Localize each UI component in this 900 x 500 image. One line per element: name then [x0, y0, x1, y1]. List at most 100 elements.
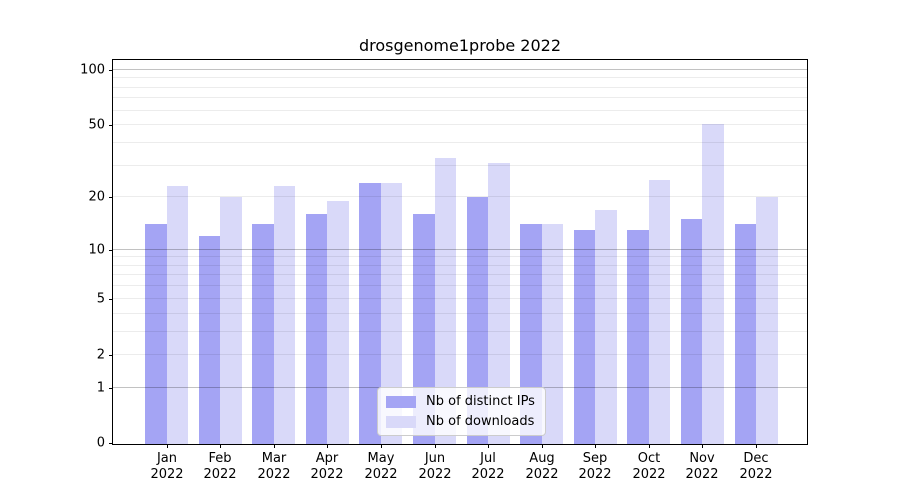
x-tick-year: 2022 — [257, 467, 291, 482]
x-tick-year: 2022 — [310, 467, 344, 482]
x-tick-label-jul: Jul 2022 — [471, 451, 504, 483]
bar-downloads-jun — [434, 158, 457, 444]
y-tick-label-1: 1 — [96, 380, 105, 396]
x-tick-mark-jun — [435, 444, 436, 448]
x-tick-year: 2022 — [471, 467, 505, 482]
x-tick-mark-apr — [327, 444, 328, 448]
bar-downloads-aug — [541, 224, 564, 444]
bar-distinct-ips-feb — [198, 236, 221, 444]
legend: Nb of distinct IPs Nb of downloads — [377, 387, 546, 436]
legend-swatch-distinct-ips — [386, 395, 416, 408]
y-tick-mark-1 — [109, 388, 113, 389]
x-tick-year: 2022 — [525, 467, 559, 482]
bar-downloads-feb — [220, 197, 242, 444]
x-tick-mark-sep — [595, 444, 596, 448]
y-tick-label-5: 5 — [96, 291, 105, 307]
bar-downloads-oct — [648, 179, 671, 444]
x-tick-label-jun: Jun 2022 — [418, 451, 451, 483]
gridline-y-70 — [113, 97, 807, 98]
bar-downloads-sep — [595, 209, 617, 444]
x-tick-month: Aug — [529, 451, 555, 466]
y-tick-label-100: 100 — [80, 62, 105, 78]
bar-downloads-mar — [273, 186, 296, 444]
y-tick-mark-50 — [109, 125, 113, 126]
x-tick-mark-dec — [756, 444, 757, 448]
plot-area: 0 1 2 5 10 20 50 100 Jan 2022 Feb 2022 Mar 2022 Apr 202… — [80, 59, 808, 482]
bar-distinct-ips-jul — [466, 197, 489, 444]
y-tick-mark-20 — [109, 197, 113, 198]
x-tick-year: 2022 — [578, 467, 612, 482]
bar-distinct-ips-may — [359, 183, 381, 444]
x-tick-month: Jun — [424, 451, 446, 466]
x-tick-year: 2022 — [739, 467, 773, 482]
bar-distinct-ips-sep — [573, 230, 596, 444]
bar-distinct-ips-jan — [145, 224, 167, 444]
bar-downloads-jul — [488, 163, 510, 444]
x-tick-label-mar: Mar 2022 — [257, 451, 290, 483]
x-tick-label-sep: Sep 2022 — [578, 451, 611, 483]
bar-distinct-ips-apr — [305, 214, 328, 444]
gridline-y-60 — [113, 110, 807, 111]
bar-distinct-ips-dec — [734, 224, 757, 444]
legend-entry-downloads: Nb of downloads — [386, 414, 535, 429]
bar-distinct-ips-mar — [252, 224, 274, 444]
y-tick-mark-0 — [109, 443, 113, 444]
x-tick-mark-oct — [649, 444, 650, 448]
x-tick-label-nov: Nov 2022 — [685, 451, 718, 483]
x-tick-year: 2022 — [364, 467, 398, 482]
gridline-y-90 — [113, 77, 807, 78]
x-tick-year: 2022 — [632, 467, 666, 482]
x-tick-month: Feb — [208, 451, 232, 466]
x-tick-mark-jul — [488, 444, 489, 448]
x-tick-month: Nov — [689, 451, 715, 466]
x-tick-month: Apr — [315, 451, 339, 466]
x-tick-year: 2022 — [203, 467, 237, 482]
x-tick-mark-may — [381, 444, 382, 448]
y-tick-label-10: 10 — [88, 242, 105, 258]
x-tick-month: Jan — [156, 451, 178, 466]
x-tick-label-jan: Jan 2022 — [150, 451, 183, 483]
bar-downloads-nov — [702, 123, 724, 444]
x-tick-label-aug: Aug 2022 — [525, 451, 558, 483]
bar-distinct-ips-jun — [413, 214, 435, 444]
y-tick-label-20: 20 — [88, 189, 105, 205]
x-tick-mark-feb — [220, 444, 221, 448]
bar-downloads-dec — [756, 197, 778, 444]
y-tick-label-50: 50 — [88, 117, 105, 133]
x-tick-year: 2022 — [685, 467, 719, 482]
x-tick-mark-aug — [542, 444, 543, 448]
x-tick-label-apr: Apr 2022 — [310, 451, 343, 483]
x-tick-mark-jan — [167, 444, 168, 448]
y-tick-mark-10 — [109, 250, 113, 251]
x-tick-mark-mar — [274, 444, 275, 448]
x-tick-month: Sep — [582, 451, 608, 466]
bar-distinct-ips-oct — [627, 230, 649, 444]
x-tick-label-feb: Feb 2022 — [203, 451, 236, 483]
gridline-y-80 — [113, 87, 807, 88]
chart-title: drosgenome1probe 2022 — [358, 36, 562, 55]
legend-label-distinct-ips: Nb of distinct IPs — [426, 394, 535, 409]
x-tick-year: 2022 — [418, 467, 452, 482]
x-tick-mark-nov — [702, 444, 703, 448]
y-tick-mark-2 — [109, 355, 113, 356]
bar-downloads-apr — [327, 201, 349, 444]
y-tick-label-2: 2 — [96, 347, 105, 363]
y-tick-mark-100 — [109, 70, 113, 71]
y-tick-mark-5 — [109, 299, 113, 300]
bar-downloads-may — [380, 183, 403, 444]
x-tick-label-dec: Dec 2022 — [739, 451, 772, 483]
x-tick-label-oct: Oct 2022 — [632, 451, 665, 483]
x-tick-label-may: May 2022 — [364, 451, 397, 483]
bar-downloads-jan — [166, 186, 189, 444]
legend-swatch-downloads — [386, 415, 416, 428]
x-tick-month: Jul — [480, 451, 496, 466]
y-tick-label-0: 0 — [96, 435, 105, 451]
x-tick-year: 2022 — [150, 467, 184, 482]
gridline-y-100 — [113, 69, 807, 70]
legend-label-downloads: Nb of downloads — [426, 414, 535, 429]
x-tick-month: Mar — [261, 451, 287, 466]
x-tick-month: May — [367, 451, 395, 466]
x-tick-month: Dec — [743, 451, 769, 466]
bar-distinct-ips-nov — [680, 219, 703, 444]
